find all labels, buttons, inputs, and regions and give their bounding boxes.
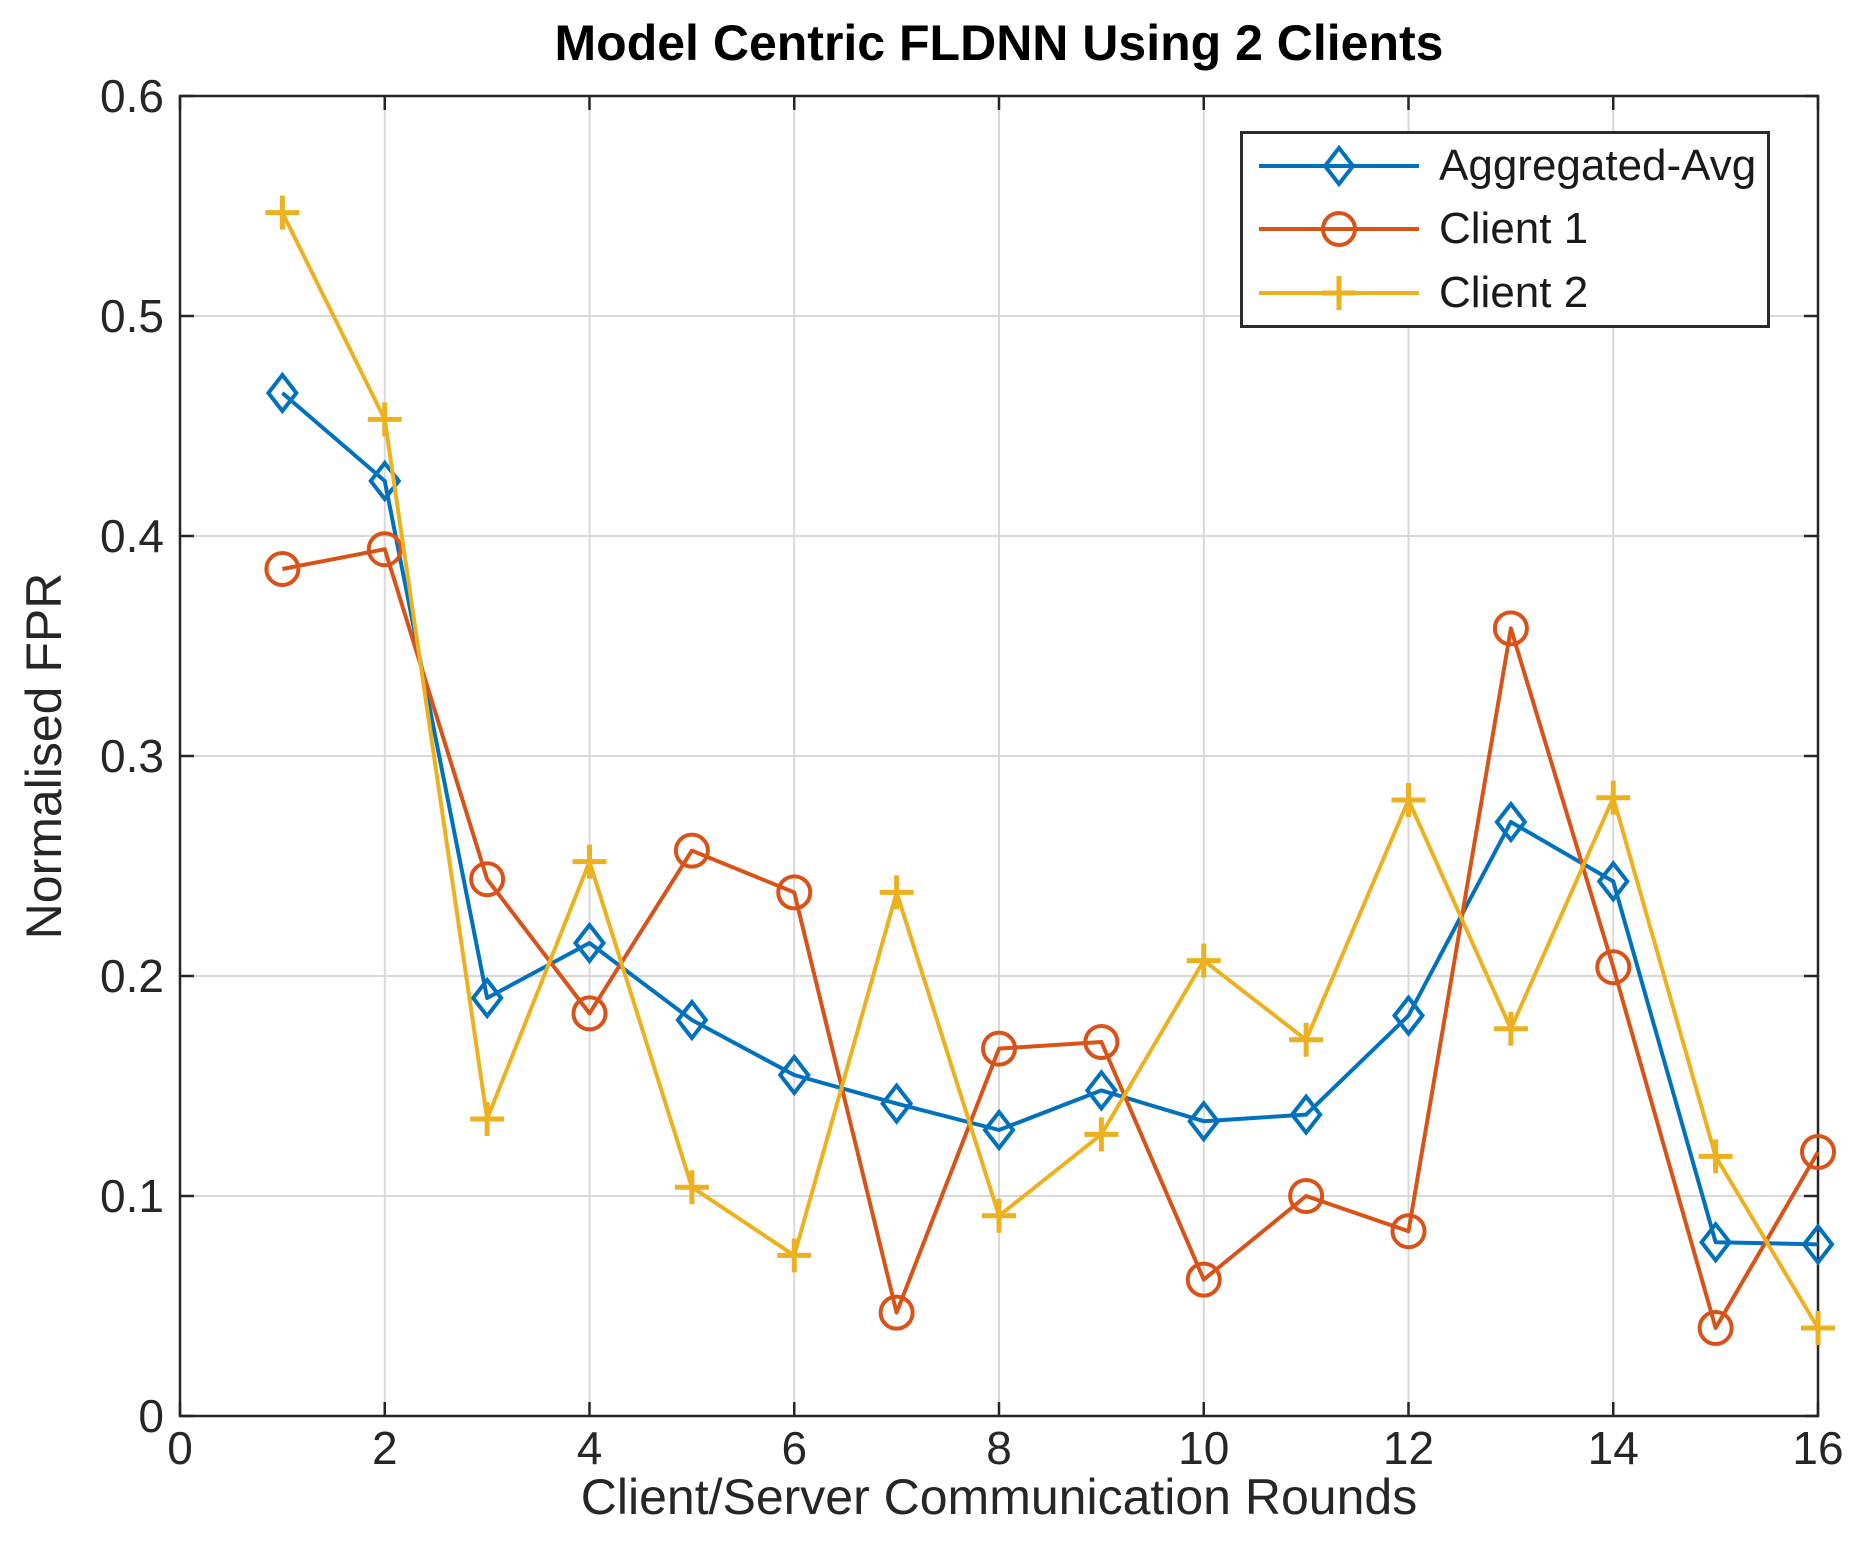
marker-client-2-1 bbox=[265, 195, 300, 230]
legend-sample-aggregated-avg bbox=[1259, 144, 1419, 188]
marker-client-2-9 bbox=[1084, 1117, 1119, 1152]
marker-client-1-7 bbox=[878, 1294, 915, 1331]
marker-client-2-15 bbox=[1698, 1139, 1733, 1174]
legend-sample-client-1 bbox=[1259, 211, 1419, 248]
marker-client-1-16 bbox=[1800, 1134, 1836, 1170]
marker-client-2-10 bbox=[1186, 943, 1221, 978]
marker-client-2-8 bbox=[982, 1198, 1016, 1233]
legend-label-client-1: Client 1 bbox=[1439, 204, 1589, 254]
legend: Aggregated-Avg Client 1 Client 2 bbox=[1240, 131, 1770, 328]
legend-sample-client-2 bbox=[1259, 276, 1419, 311]
marker-aggregated-avg-12 bbox=[1391, 994, 1426, 1037]
marker-aggregated-avg-16 bbox=[1801, 1223, 1835, 1266]
marker-aggregated-avg-8 bbox=[982, 1108, 1016, 1152]
marker-aggregated-avg-9 bbox=[1084, 1069, 1118, 1112]
series-line-aggregated-avg bbox=[281, 391, 1819, 1247]
x-axis-title: Client/Server Communication Rounds bbox=[580, 1469, 1418, 1525]
marker-client-1-14 bbox=[1595, 949, 1632, 986]
marker-aggregated-avg-13 bbox=[1494, 800, 1528, 844]
marker-client-1-10 bbox=[1185, 1261, 1222, 1298]
marker-client-2-14 bbox=[1596, 780, 1631, 815]
x-tick-label-14: 14 bbox=[1588, 1422, 1639, 1474]
marker-client-1-5 bbox=[673, 832, 710, 869]
y-tick-label-0.4: 0.4 bbox=[100, 510, 164, 562]
marker-client-2-16 bbox=[1801, 1311, 1835, 1345]
x-tick-label-0: 0 bbox=[167, 1422, 193, 1474]
marker-aggregated-avg-7 bbox=[880, 1082, 914, 1125]
x-tick-label-2: 2 bbox=[372, 1422, 398, 1474]
series-line-client-1 bbox=[281, 547, 1820, 1330]
marker-client-1-8 bbox=[981, 1030, 1017, 1067]
marker-aggregated-avg-6 bbox=[777, 1053, 811, 1097]
x-tick-label-8: 8 bbox=[986, 1422, 1012, 1474]
legend-item-client-2: Client 2 bbox=[1243, 268, 1767, 318]
marker-client-1-9 bbox=[1083, 1024, 1120, 1060]
marker-client-2-11 bbox=[1289, 1022, 1324, 1057]
x-tick-label-16: 16 bbox=[1792, 1422, 1843, 1474]
marker-aggregated-avg-3 bbox=[470, 976, 504, 1020]
marker-client-2-4 bbox=[572, 844, 607, 879]
x-tick-label-4: 4 bbox=[577, 1422, 603, 1474]
x-tick-label-12: 12 bbox=[1383, 1422, 1434, 1474]
marker-client-2-6 bbox=[777, 1238, 812, 1273]
marker-client-1-6 bbox=[776, 874, 813, 911]
marker-aggregated-avg-5 bbox=[675, 998, 709, 1042]
marker-client-1-3 bbox=[469, 861, 506, 898]
marker-aggregated-avg-4 bbox=[572, 921, 607, 965]
marker-client-1-15 bbox=[1697, 1310, 1734, 1346]
y-tick-label-0.3: 0.3 bbox=[100, 730, 164, 782]
y-tick-label-0.5: 0.5 bbox=[100, 290, 164, 342]
legend-label-aggregated-avg: Aggregated-Avg bbox=[1439, 140, 1757, 190]
marker-client-1-11 bbox=[1288, 1178, 1325, 1214]
marker-client-2-5 bbox=[674, 1170, 709, 1205]
marker-client-2-3 bbox=[470, 1102, 505, 1136]
marker-aggregated-avg-1 bbox=[265, 371, 299, 415]
marker-aggregated-avg-11 bbox=[1289, 1093, 1323, 1136]
y-tick-label-0.2: 0.2 bbox=[100, 950, 164, 1002]
marker-aggregated-avg-14 bbox=[1596, 860, 1630, 903]
marker-client-1-4 bbox=[571, 995, 608, 1032]
marker-aggregated-avg-15 bbox=[1699, 1220, 1733, 1264]
x-tick-label-10: 10 bbox=[1178, 1422, 1229, 1474]
marker-client-1-2 bbox=[366, 531, 403, 568]
y-tick-label-0.6: 0.6 bbox=[100, 70, 164, 122]
legend-diamond-marker-icon bbox=[1322, 144, 1356, 188]
y-axis-title: Normalised FPR bbox=[16, 572, 72, 940]
legend-plus-marker-icon bbox=[1322, 276, 1356, 311]
legend-item-client-1: Client 1 bbox=[1243, 204, 1767, 254]
marker-client-1-13 bbox=[1492, 610, 1529, 647]
chart-title: Model Centric FLDNN Using 2 Clients bbox=[554, 15, 1444, 71]
marker-aggregated-avg-10 bbox=[1187, 1099, 1221, 1143]
marker-client-2-13 bbox=[1493, 1011, 1528, 1046]
y-tick-label-0.1: 0.1 bbox=[100, 1170, 164, 1222]
legend-item-aggregated-avg: Aggregated-Avg bbox=[1243, 140, 1767, 190]
marker-client-2-7 bbox=[879, 875, 914, 910]
marker-client-2-12 bbox=[1391, 783, 1426, 817]
marker-client-2-2 bbox=[367, 402, 402, 437]
x-tick-label-6: 6 bbox=[781, 1422, 807, 1474]
legend-circle-marker-icon bbox=[1321, 211, 1357, 248]
marker-client-1-1 bbox=[264, 551, 301, 587]
marker-client-1-12 bbox=[1390, 1213, 1427, 1250]
series-line-client-2 bbox=[280, 211, 1820, 1330]
legend-label-client-2: Client 2 bbox=[1439, 268, 1589, 318]
y-tick-label-0: 0 bbox=[138, 1390, 164, 1442]
